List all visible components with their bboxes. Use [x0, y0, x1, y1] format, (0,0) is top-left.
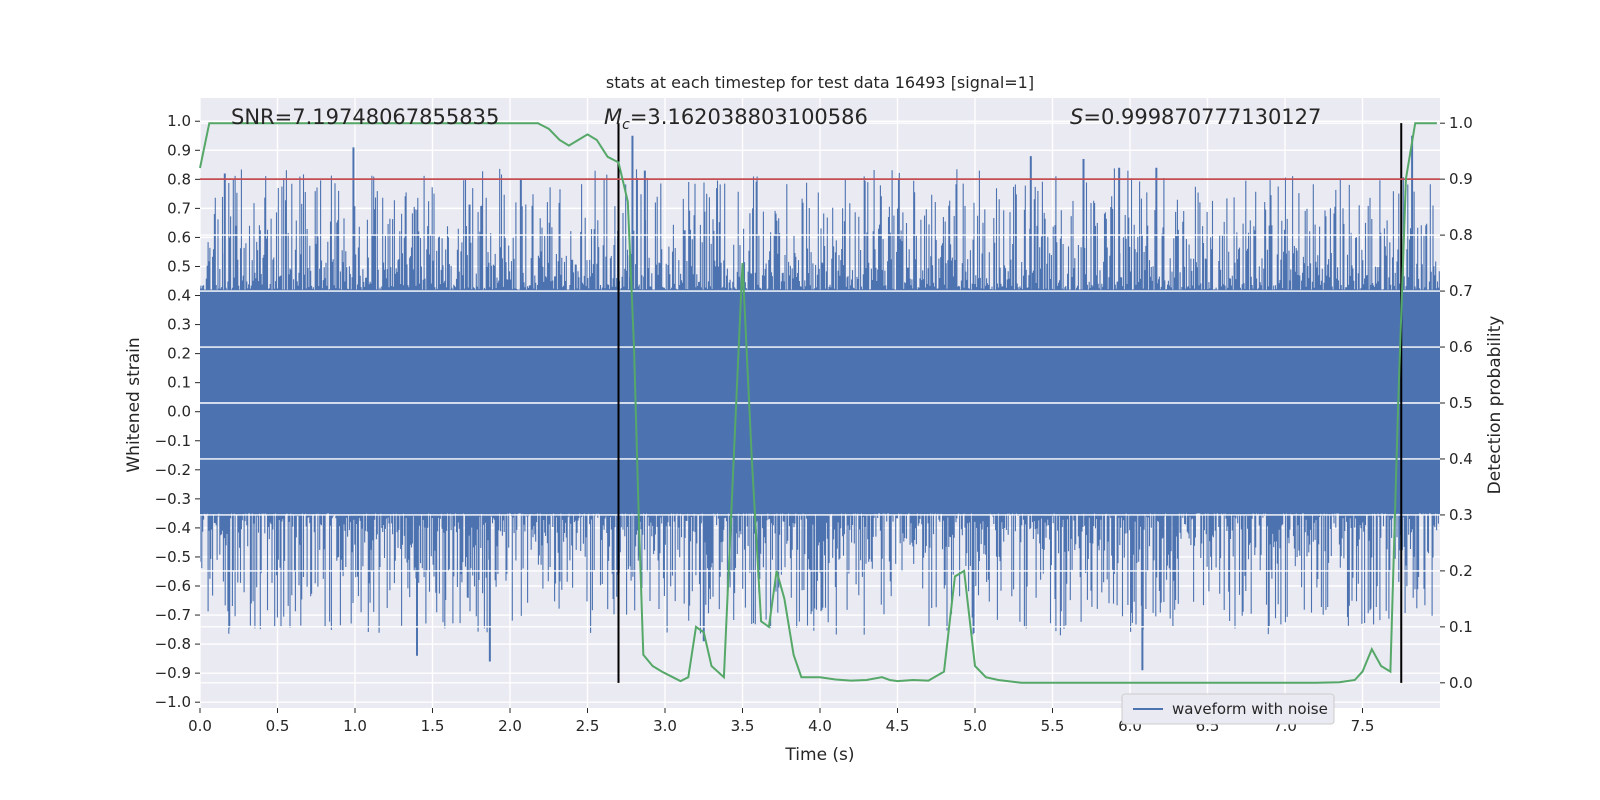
yr-tick-label-8: 0.2 — [1449, 562, 1473, 580]
x-tick-label-10: 5.0 — [963, 717, 987, 735]
yr-tick-label-3: 0.7 — [1449, 282, 1473, 300]
yl-tick-label-5: 0.5 — [167, 257, 191, 275]
chart-title: stats at each timestep for test data 164… — [606, 73, 1034, 92]
yl-tick-label-20: −1.0 — [155, 693, 191, 711]
yl-tick-label-19: −0.9 — [155, 664, 191, 682]
legend-label: waveform with noise — [1172, 700, 1328, 718]
probability-line — [199, 122, 1437, 684]
y-right-axis-label: Detection probability — [1485, 316, 1505, 495]
yl-tick-label-9: 0.1 — [167, 374, 191, 392]
yl-tick-label-6: 0.4 — [167, 287, 191, 305]
waveform-noise — [200, 168, 1440, 636]
yl-tick-label-1: 0.9 — [167, 141, 191, 159]
yl-tick-label-16: −0.6 — [155, 577, 191, 595]
x-tick-label-1: 0.5 — [266, 717, 290, 735]
yl-tick-label-10: 0.0 — [167, 403, 191, 421]
x-tick-label-11: 5.5 — [1041, 717, 1065, 735]
yl-tick-label-13: −0.3 — [155, 490, 191, 508]
mc-symbol: M — [604, 105, 622, 129]
yl-tick-label-0: 1.0 — [167, 112, 191, 130]
yr-tick-label-0: 1.0 — [1449, 114, 1473, 132]
x-tick-label-0: 0.0 — [188, 717, 212, 735]
yl-tick-label-14: −0.4 — [155, 519, 191, 537]
x-tick-label-15: 7.5 — [1351, 717, 1375, 735]
y-left-axis-label: Whitened strain — [124, 337, 144, 472]
yl-tick-label-15: −0.5 — [155, 548, 191, 566]
yl-tick-label-11: −0.1 — [155, 432, 191, 450]
yl-tick-label-4: 0.6 — [167, 228, 191, 246]
s-annotation: S=0.999870777130127 — [1070, 105, 1321, 129]
yl-tick-label-17: −0.7 — [155, 606, 191, 624]
mc-subscript: c — [622, 117, 630, 133]
x-axis-label: Time (s) — [784, 745, 854, 765]
yr-tick-label-6: 0.4 — [1449, 450, 1473, 468]
yl-tick-label-12: −0.2 — [155, 461, 191, 479]
x-tick-label-3: 1.5 — [421, 717, 445, 735]
yr-tick-label-5: 0.5 — [1449, 394, 1473, 412]
mc-value: =3.162038803100586 — [630, 105, 868, 129]
yr-tick-label-10: 0.0 — [1449, 674, 1473, 692]
x-tick-label-8: 4.0 — [808, 717, 832, 735]
s-symbol: S — [1070, 105, 1083, 129]
legend: waveform with noise — [1121, 693, 1335, 725]
yl-tick-label-2: 0.8 — [167, 170, 191, 188]
x-axis-ticks: 0.0 0.5 1.0 1.5 2.0 2.5 3.0 3.5 4.0 4.5 5.0 5.5 6.0 6… — [188, 708, 1374, 735]
yr-tick-label-7: 0.3 — [1449, 506, 1473, 524]
mc-annotation: Mc=3.162038803100586 — [604, 105, 868, 133]
legend-box — [1121, 693, 1335, 725]
yl-tick-label-8: 0.2 — [167, 345, 191, 363]
vertical-markers — [617, 123, 1403, 683]
yr-tick-label-2: 0.8 — [1449, 226, 1473, 244]
waveform-series — [200, 122, 1440, 684]
y-right-axis-ticks: 1.0 0.9 0.8 0.7 0.6 0.5 0.4 0.3 0.2 0.1 0.0 — [1440, 114, 1473, 692]
yl-tick-label-3: 0.7 — [167, 199, 191, 217]
yr-tick-label-1: 0.9 — [1449, 170, 1473, 188]
yl-tick-label-18: −0.8 — [155, 635, 191, 653]
s-value: =0.999870777130127 — [1083, 105, 1321, 129]
x-tick-label-6: 3.0 — [653, 717, 677, 735]
yl-tick-label-7: 0.3 — [167, 316, 191, 334]
x-tick-label-7: 3.5 — [731, 717, 755, 735]
x-tick-label-9: 4.5 — [886, 717, 910, 735]
yr-tick-label-9: 0.1 — [1449, 618, 1473, 636]
x-tick-label-5: 2.5 — [576, 717, 600, 735]
y-left-axis-ticks: 1.0 0.9 0.8 0.7 0.6 0.5 0.4 0.3 0.2 0.1 0.0 −0.1 −0.… — [155, 112, 200, 711]
x-tick-label-2: 1.0 — [343, 717, 367, 735]
x-tick-label-4: 2.0 — [498, 717, 522, 735]
snr-annotation: SNR=7.19748067855835 — [231, 105, 499, 129]
probability-series — [199, 122, 1437, 684]
yr-tick-label-4: 0.6 — [1449, 338, 1473, 356]
